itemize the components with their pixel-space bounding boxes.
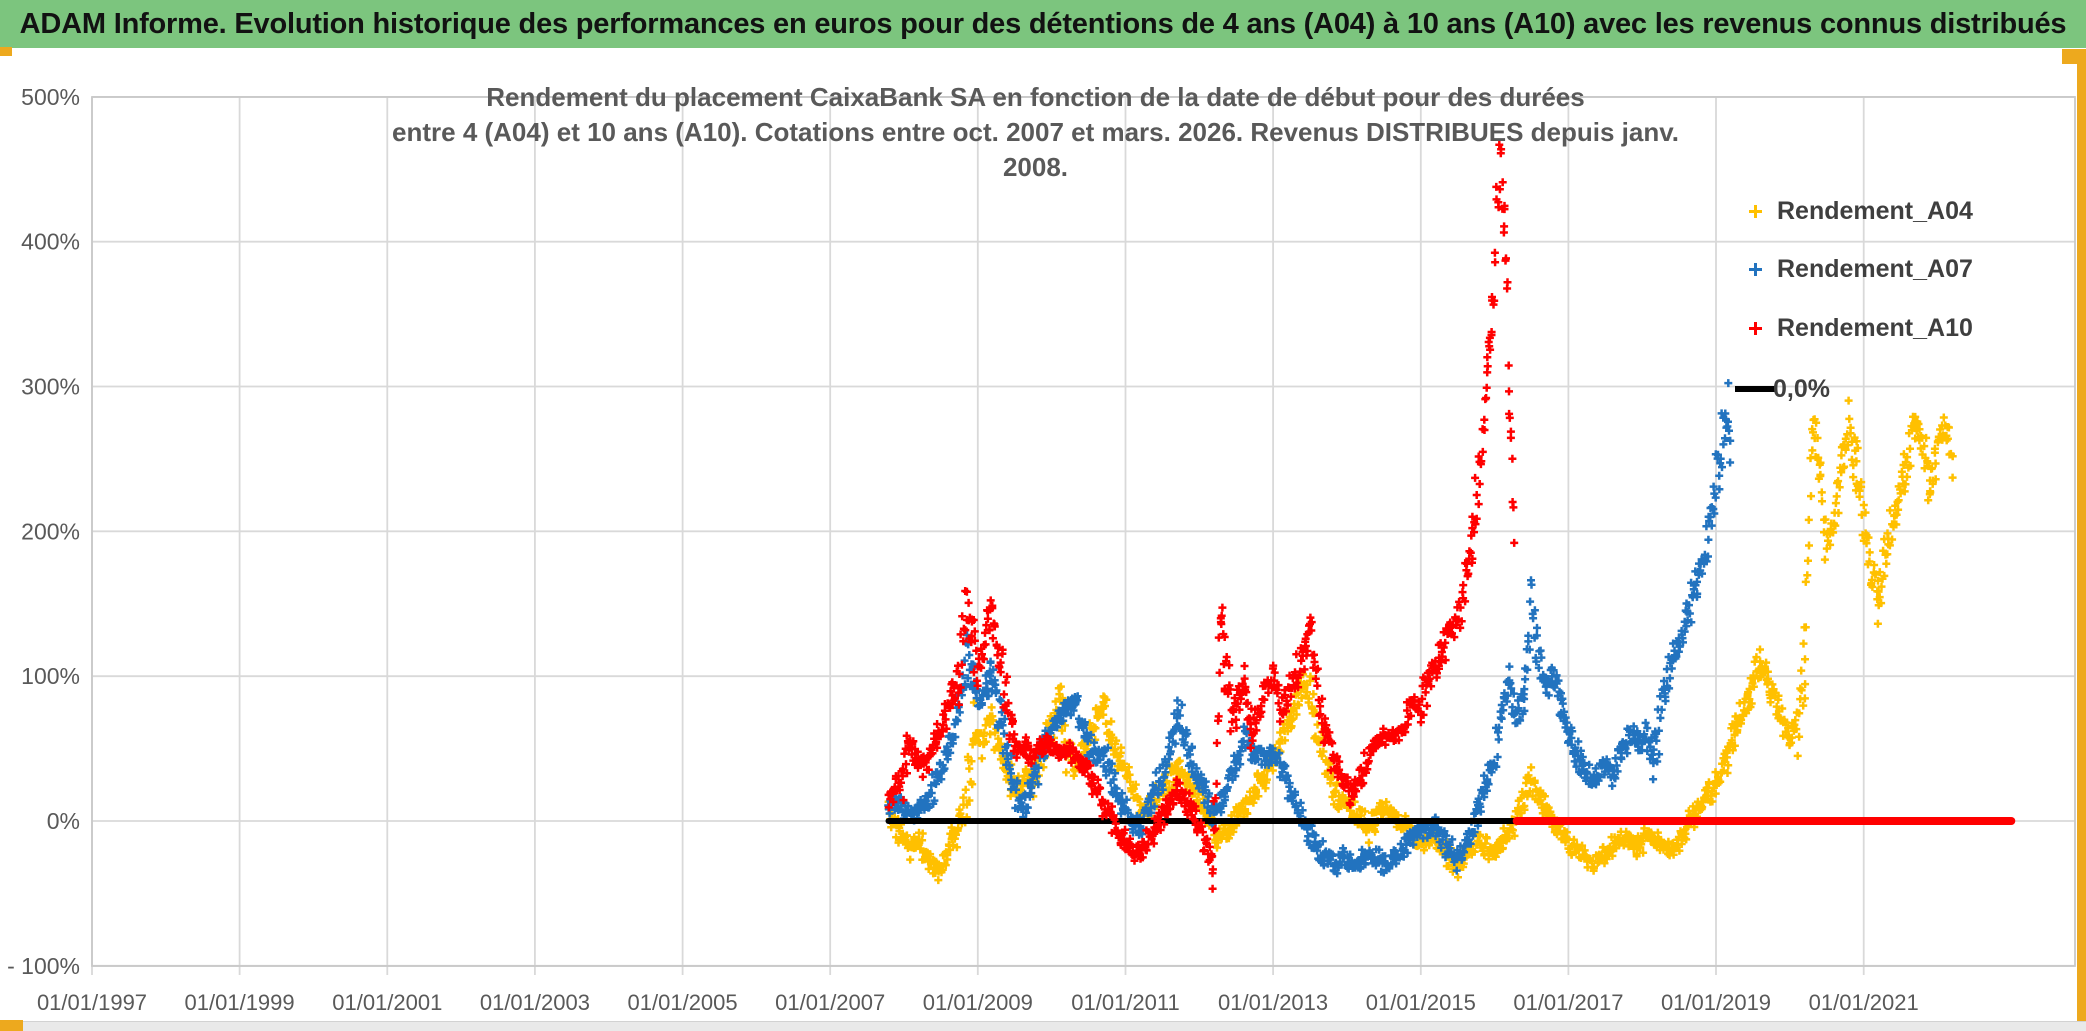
chart-title-line2: entre 4 (A04) et 10 ans (A10). Cotations… — [392, 117, 1679, 182]
gold-corner-bottom-left — [0, 1020, 23, 1031]
legend-item-a04[interactable]: Rendement_A04 — [1733, 196, 1973, 226]
chart-title-line1: Rendement du placement CaixaBank SA en f… — [486, 82, 1585, 112]
header-banner: ADAM Informe. Evolution historique des p… — [0, 0, 2086, 48]
svg-text:01/01/2007: 01/01/2007 — [775, 990, 885, 1015]
plus-marker-icon — [1733, 320, 1777, 337]
legend-label-a04: Rendement_A04 — [1777, 196, 1973, 225]
page-title: ADAM Informe. Evolution historique des p… — [19, 7, 2067, 40]
svg-text:300%: 300% — [21, 374, 80, 400]
chart-title: Rendement du placement CaixaBank SA en f… — [378, 80, 1693, 185]
gold-edge-right — [2077, 55, 2086, 1022]
plus-marker-icon — [1733, 203, 1777, 220]
legend-item-a10[interactable]: Rendement_A10 — [1733, 313, 1973, 343]
svg-text:100%: 100% — [21, 663, 80, 689]
svg-text:500%: 500% — [21, 84, 80, 110]
svg-text:01/01/2003: 01/01/2003 — [480, 990, 590, 1015]
svg-text:01/01/2017: 01/01/2017 — [1513, 990, 1623, 1015]
svg-text:01/01/2011: 01/01/2011 — [1071, 990, 1179, 1015]
horizontal-scrollbar[interactable] — [0, 1021, 2086, 1031]
svg-text:01/01/2009: 01/01/2009 — [923, 990, 1033, 1015]
svg-text:01/01/1999: 01/01/1999 — [185, 990, 295, 1015]
svg-text:400%: 400% — [21, 229, 80, 255]
svg-text:01/01/2013: 01/01/2013 — [1218, 990, 1328, 1015]
svg-text:01/01/1997: 01/01/1997 — [37, 990, 147, 1015]
gold-corner-left — [0, 47, 12, 56]
svg-text:01/01/2019: 01/01/2019 — [1661, 990, 1771, 1015]
svg-text:- 100%: - 100% — [7, 953, 80, 979]
zero-line-icon — [1733, 384, 1777, 394]
svg-text:200%: 200% — [21, 518, 80, 544]
svg-text:01/01/2001: 01/01/2001 — [332, 990, 442, 1015]
plus-marker-icon — [1733, 261, 1777, 278]
legend-label-zero: 0,0% — [1773, 374, 1830, 403]
legend-item-a07[interactable]: Rendement_A07 — [1733, 254, 1973, 284]
legend-item-zero[interactable]: 0,0% — [1733, 374, 1830, 404]
svg-text:01/01/2015: 01/01/2015 — [1366, 990, 1476, 1015]
svg-text:01/01/2005: 01/01/2005 — [628, 990, 738, 1015]
legend-label-a07: Rendement_A07 — [1777, 254, 1973, 283]
legend-label-a10: Rendement_A10 — [1777, 313, 1973, 342]
svg-text:01/01/2021: 01/01/2021 — [1809, 990, 1919, 1015]
svg-text:0%: 0% — [47, 808, 80, 834]
